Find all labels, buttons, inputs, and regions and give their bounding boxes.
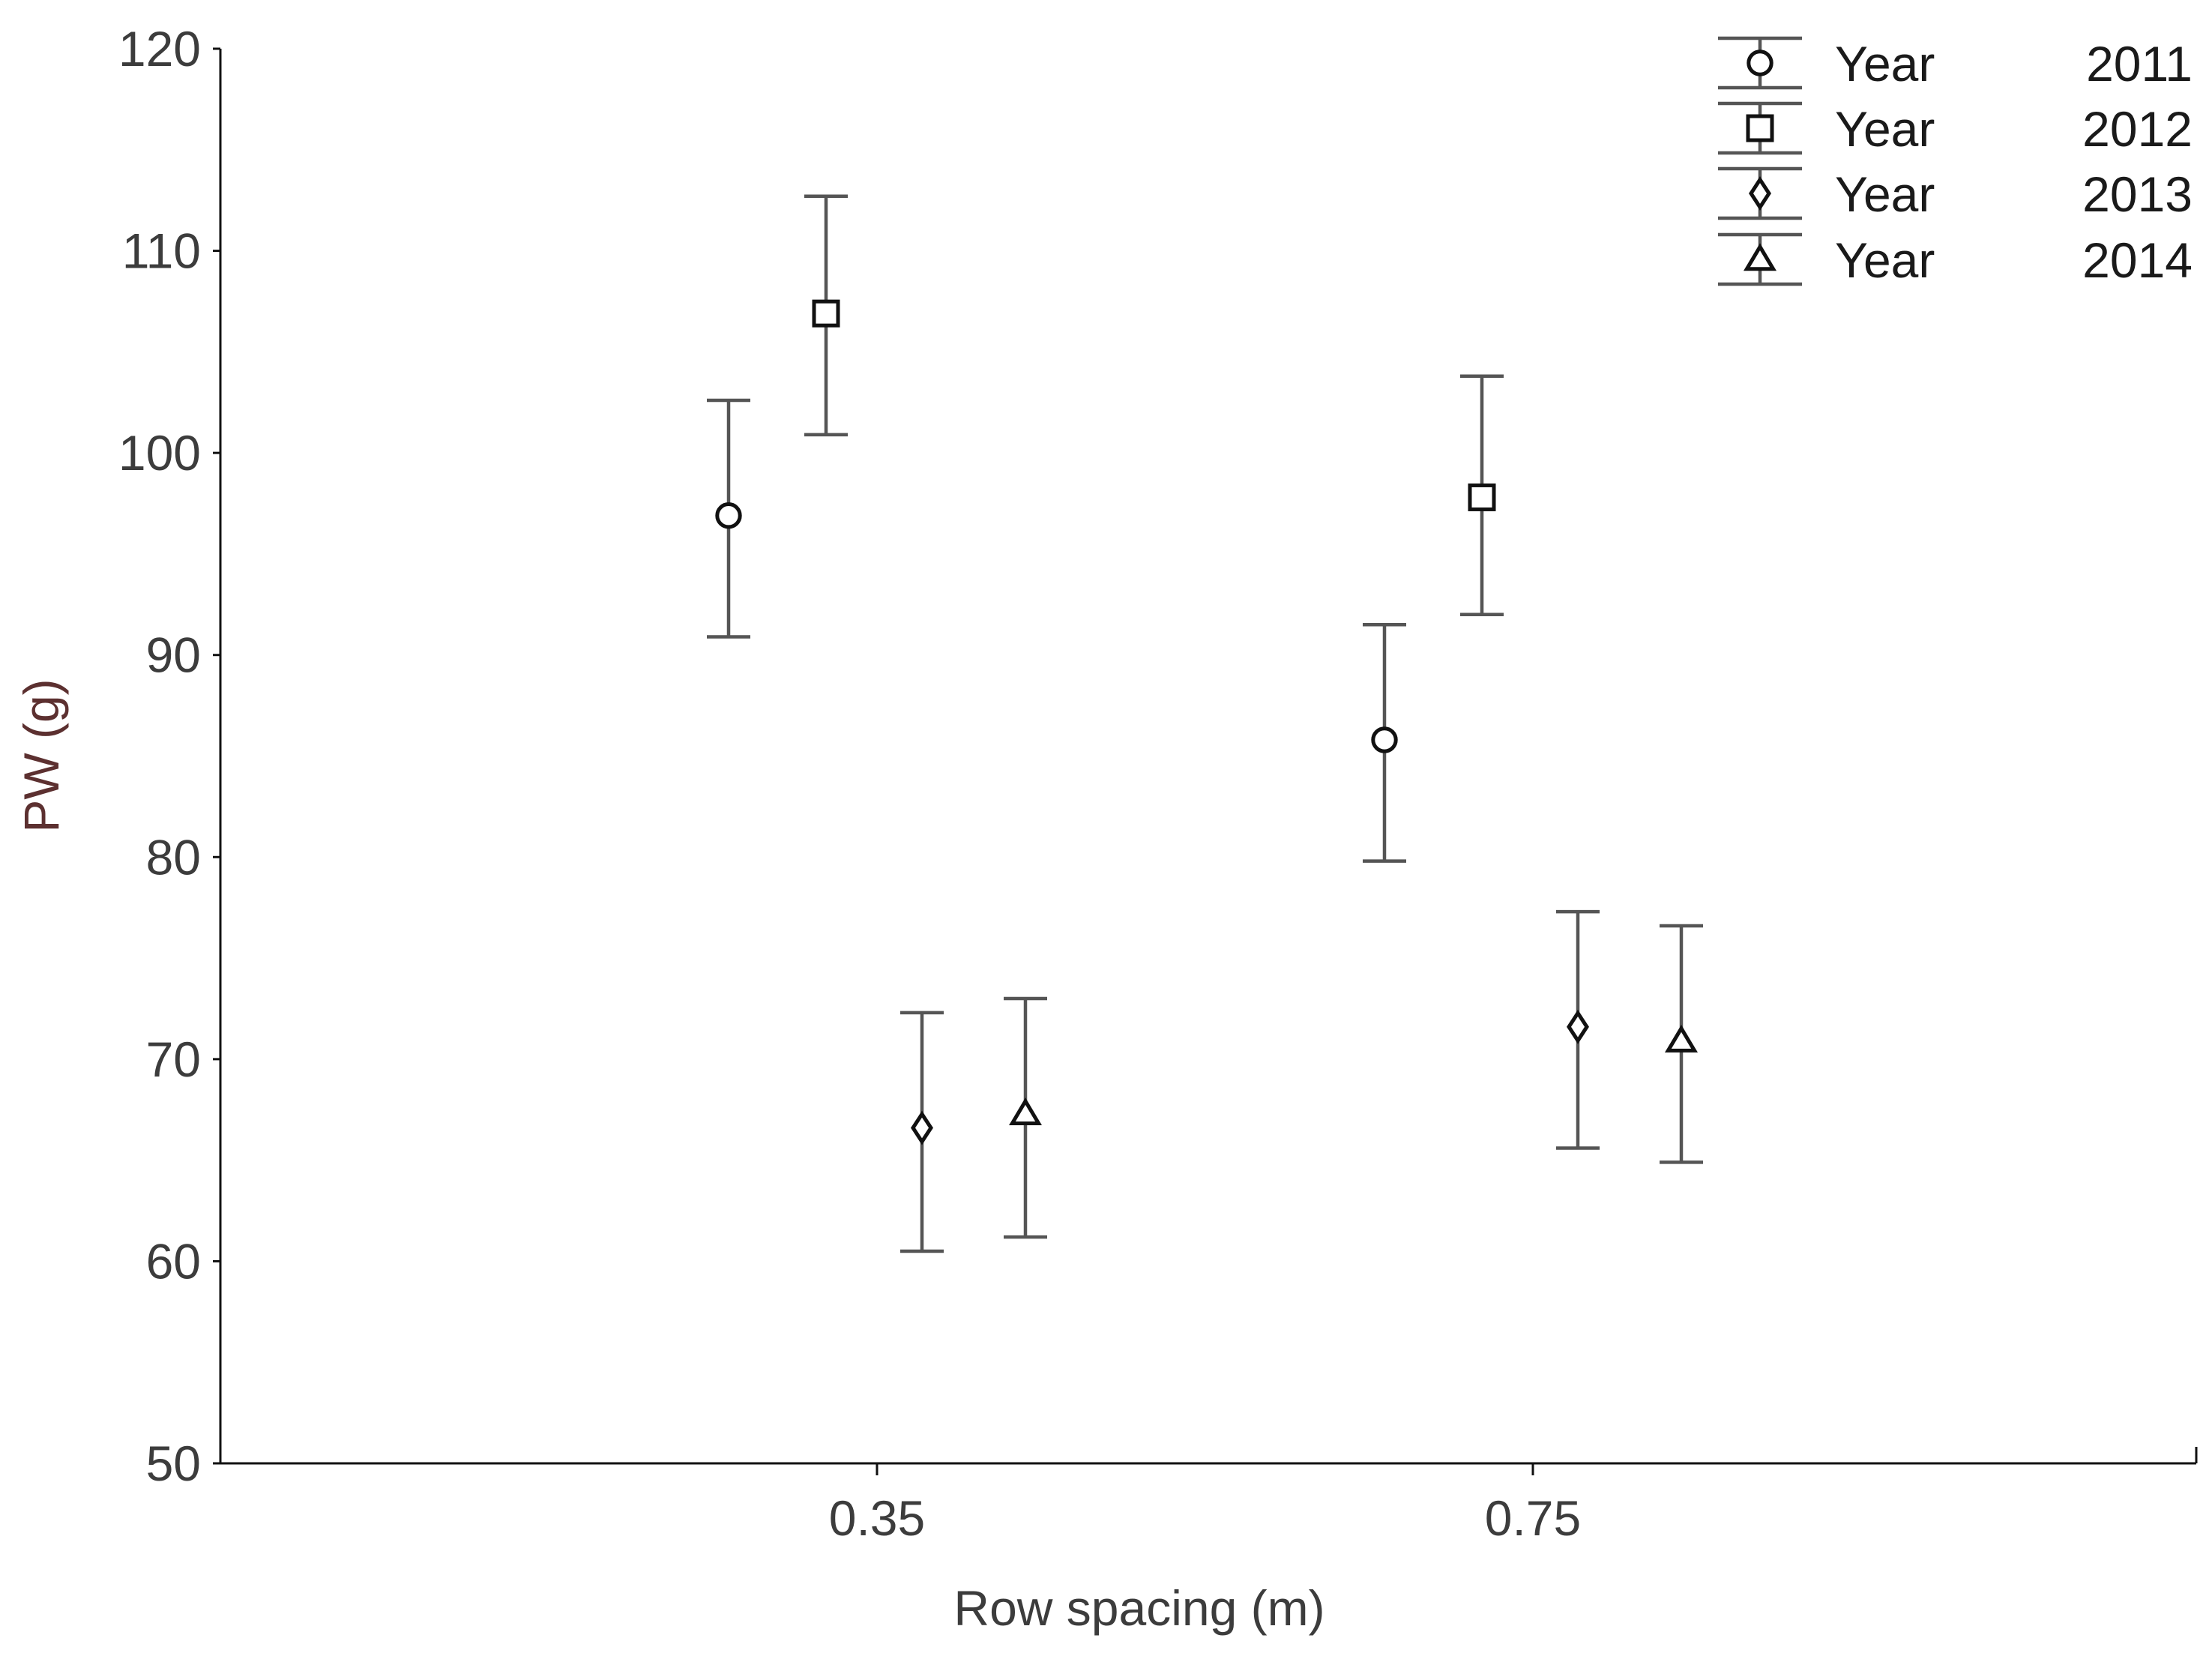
square-marker — [812, 299, 840, 328]
legend: Year 2011 Year 2012 Year 2013 Year 2014 — [1718, 36, 2193, 288]
legend-label: Year — [1835, 101, 1935, 157]
legend-item-2014: Year 2014 — [1718, 232, 2193, 288]
legend-year: 2011 — [2086, 36, 2193, 91]
legend-year: 2014 — [2082, 232, 2193, 288]
y-tick-label: 110 — [122, 223, 201, 279]
data-point-2014-0.35 — [1004, 996, 1047, 1239]
square-marker — [1468, 483, 1496, 511]
y-tick-label: 100 — [118, 425, 201, 481]
legend-item-2012: Year 2012 — [1718, 101, 2193, 157]
triangle-marker — [1009, 1097, 1042, 1125]
legend-year: 2012 — [2082, 101, 2193, 157]
x-tick-label: 0.75 — [1485, 1490, 1581, 1546]
x-tick-label: 0.35 — [829, 1490, 925, 1546]
axes — [219, 49, 2198, 1465]
legend-label: Year — [1835, 36, 1935, 91]
circle-marker — [1371, 726, 1398, 753]
data-point-2011-0.35 — [707, 398, 750, 639]
y-tick-label: 70 — [146, 1032, 201, 1087]
x-ticks: 0.35 0.75 — [829, 1463, 1581, 1546]
legend-diamond-icon — [1749, 176, 1771, 211]
x-axis-title: Row spacing (m) — [953, 1580, 1325, 1636]
data-point-2014-0.75 — [1660, 924, 1703, 1164]
legend-label: Year — [1835, 232, 1935, 288]
y-tick-label: 120 — [118, 21, 201, 76]
diamond-marker — [1567, 1009, 1589, 1044]
circle-marker — [715, 502, 742, 529]
data-points — [707, 194, 1703, 1253]
legend-year: 2013 — [2082, 166, 2193, 222]
y-axis-title: PW (g) — [13, 678, 69, 832]
data-point-2013-0.35 — [900, 1011, 944, 1253]
y-tick-label: 60 — [146, 1233, 201, 1289]
y-ticks: 50 60 70 80 90 100 110 120 — [118, 21, 220, 1491]
legend-triangle-icon — [1744, 243, 1776, 271]
legend-item-2011: Year 2011 — [1718, 36, 2193, 91]
legend-item-2013: Year 2013 — [1718, 166, 2193, 222]
diamond-marker — [911, 1110, 933, 1145]
legend-label: Year — [1835, 166, 1935, 222]
legend-square-icon — [1746, 114, 1774, 142]
data-point-2011-0.75 — [1363, 623, 1406, 863]
legend-circle-icon — [1747, 49, 1773, 76]
y-tick-label: 90 — [146, 627, 201, 683]
data-point-2012-0.75 — [1460, 374, 1504, 617]
data-point-2012-0.35 — [804, 194, 848, 437]
y-tick-label: 50 — [146, 1436, 201, 1491]
triangle-marker — [1665, 1024, 1698, 1053]
y-tick-label: 80 — [146, 829, 201, 885]
data-point-2013-0.75 — [1556, 909, 1600, 1150]
